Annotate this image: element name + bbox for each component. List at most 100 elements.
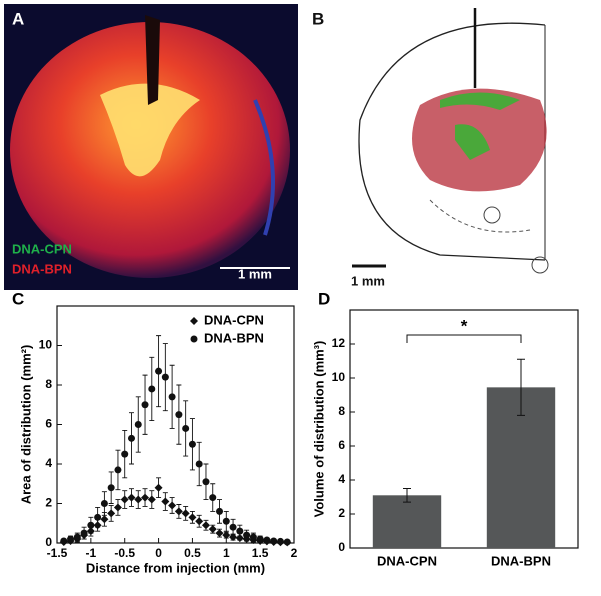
marker [134, 495, 143, 504]
marker [67, 535, 75, 543]
y-tick-label: 6 [338, 438, 345, 452]
marker [256, 535, 264, 543]
x-tick-label: -0.5 [114, 546, 135, 560]
legend-label: DNA-CPN [12, 241, 72, 256]
marker [121, 450, 129, 458]
bar [372, 495, 442, 548]
error-bar [403, 488, 411, 503]
structure [531, 256, 549, 274]
x-tick-label: DNA-BPN [491, 553, 551, 568]
injection-track [145, 15, 160, 105]
x-tick-label: 1.5 [252, 546, 269, 560]
y-tick-label: 6 [45, 417, 52, 431]
significance-bracket [406, 334, 522, 343]
x-tick-label: -1.5 [47, 546, 68, 560]
marker [235, 534, 244, 543]
y-tick-label: 2 [338, 506, 345, 520]
marker [276, 537, 284, 545]
marker [141, 493, 150, 502]
marker [181, 509, 190, 518]
marker [195, 460, 203, 468]
error-bar [517, 358, 525, 416]
marker [73, 533, 81, 541]
marker [94, 513, 102, 521]
brain-outline [358, 22, 546, 261]
marker [148, 385, 156, 393]
marker [107, 509, 116, 518]
marker [249, 533, 257, 541]
marker [236, 527, 244, 535]
marker [87, 521, 95, 529]
x-tick-label: 0.5 [184, 546, 201, 560]
panel-b: B 1 mm [312, 8, 549, 288]
marker [263, 536, 271, 544]
structure [429, 199, 531, 233]
y-axis-label: Volume of distribution (mm³) [311, 341, 326, 518]
marker [283, 538, 291, 546]
legend-label: DNA-BPN [204, 330, 264, 345]
cpn-volume [440, 92, 520, 160]
marker [155, 367, 163, 375]
y-tick-label: 10 [332, 370, 346, 384]
marker [113, 503, 122, 512]
marker [100, 515, 109, 524]
marker [114, 466, 122, 474]
x-tick-label: 1 [223, 546, 230, 560]
marker [209, 494, 217, 502]
marker [216, 507, 224, 515]
marker [107, 484, 115, 492]
marker [182, 424, 190, 432]
x-tick-label: -1 [86, 546, 97, 560]
panel-label: B [312, 9, 324, 28]
legend-label: DNA-BPN [12, 261, 72, 276]
y-tick-label: 8 [338, 404, 345, 418]
y-tick-label: 2 [45, 496, 52, 510]
marker [127, 493, 136, 502]
y-tick-label: 10 [39, 338, 53, 352]
marker [201, 521, 210, 530]
y-tick-label: 4 [45, 456, 52, 470]
plot-frame [349, 309, 579, 549]
x-axis-label: Distance from injection (mm) [86, 560, 265, 575]
marker [127, 434, 135, 442]
y-tick-label: 4 [338, 472, 345, 486]
y-tick-label: 0 [45, 535, 52, 549]
marker [161, 373, 169, 381]
marker [270, 537, 278, 545]
marker [229, 523, 237, 531]
y-axis-label: Area of distribution (mm²) [18, 345, 33, 505]
edge [253, 99, 275, 236]
x-tick-label: 2 [291, 546, 298, 560]
legend-label: DNA-CPN [204, 312, 264, 327]
x-tick-label: DNA-CPN [377, 553, 437, 568]
marker [202, 478, 210, 486]
marker [147, 495, 156, 504]
scale-label: 1 mm [238, 266, 272, 281]
marker [195, 517, 204, 526]
cpn-signal [100, 83, 200, 177]
panel-label: D [318, 289, 330, 308]
marker [222, 531, 231, 540]
marker [80, 529, 88, 537]
marker [141, 401, 149, 409]
marker [161, 497, 170, 506]
panel-a: A DNA-CPN DNA-BPN 1 mm [4, 4, 298, 290]
panel-label: A [12, 9, 24, 28]
marker [154, 483, 163, 492]
marker [60, 537, 68, 545]
marker [188, 440, 196, 448]
y-tick-label: 0 [338, 540, 345, 554]
structure [483, 206, 501, 224]
x-tick-label: 0 [155, 546, 162, 560]
marker [222, 517, 230, 525]
marker [174, 507, 183, 516]
legend-marker [190, 335, 198, 343]
y-tick-label: 8 [45, 377, 52, 391]
marker [168, 501, 177, 510]
marker [243, 531, 251, 539]
legend-marker [190, 317, 198, 325]
marker [175, 411, 183, 419]
marker [134, 421, 142, 428]
marker [188, 513, 197, 522]
